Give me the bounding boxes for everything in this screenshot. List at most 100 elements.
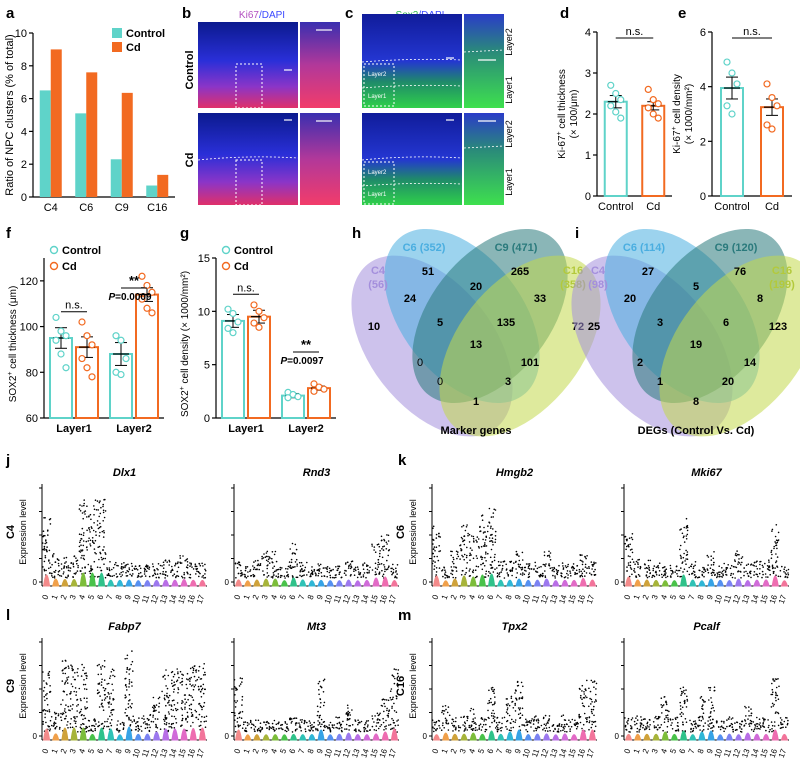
violin-point xyxy=(125,683,127,686)
violin-point xyxy=(195,716,198,719)
violin-point xyxy=(151,706,154,709)
violin-point xyxy=(689,719,691,722)
violin-point xyxy=(109,677,111,679)
violin-point xyxy=(496,730,499,733)
violin-point xyxy=(322,679,325,682)
violin-point xyxy=(162,570,164,573)
violin-point xyxy=(344,563,347,565)
violin-point xyxy=(544,570,546,572)
d-y-label-2: (× 100/μm) xyxy=(569,90,580,139)
violin-point xyxy=(311,573,314,576)
violin-point xyxy=(110,703,112,705)
violin-x-tick-label: 11 xyxy=(722,593,733,604)
violin-gene-title: Hmgb2 xyxy=(496,467,533,479)
violin-point xyxy=(464,529,467,532)
violin-point xyxy=(103,516,106,519)
violin-point xyxy=(303,721,306,723)
violin-point xyxy=(639,567,641,570)
violin-point xyxy=(645,566,648,569)
violin-point xyxy=(96,576,99,578)
violin-point xyxy=(62,669,64,671)
violin-point xyxy=(563,723,566,726)
violin-point xyxy=(472,727,475,730)
violin-point xyxy=(745,564,748,566)
violin-point xyxy=(171,727,173,729)
c-cd-layer2-label: Layer2 xyxy=(504,120,514,148)
violin-point xyxy=(654,717,656,719)
violin-point xyxy=(48,560,50,562)
violin-point xyxy=(88,529,91,531)
violin-point xyxy=(43,549,46,551)
violin-point xyxy=(265,724,267,726)
violin-point xyxy=(144,575,147,577)
violin-point xyxy=(44,556,47,559)
violin-point xyxy=(585,557,587,560)
violin-point xyxy=(106,568,109,571)
violin-point xyxy=(757,727,760,730)
violin-point xyxy=(89,539,92,542)
violin-point xyxy=(162,561,165,564)
violin-point xyxy=(464,722,467,725)
violin-point xyxy=(756,725,759,728)
violin-point xyxy=(194,563,197,565)
violin-y-title: Expression level xyxy=(408,499,418,565)
violin-point xyxy=(432,560,435,562)
violin-point xyxy=(443,727,446,729)
violin-point xyxy=(303,722,306,725)
violin-point xyxy=(315,573,317,575)
violin-point xyxy=(395,697,398,700)
violin-point xyxy=(588,705,590,708)
violin-point xyxy=(110,692,112,695)
e-x-tick-label: Control xyxy=(714,201,749,213)
violin-point xyxy=(719,728,722,731)
violin-point xyxy=(155,723,157,726)
violin-point xyxy=(518,559,521,562)
violin-point xyxy=(680,557,682,560)
violin-point xyxy=(493,688,496,691)
violin-point xyxy=(542,728,544,731)
violin-point xyxy=(477,545,480,548)
violin-point xyxy=(776,694,779,697)
violin-point xyxy=(583,691,585,693)
violin-point xyxy=(496,572,499,574)
violin-point xyxy=(698,569,700,572)
violin-point xyxy=(680,567,682,569)
violin-point xyxy=(433,546,436,548)
violin-point xyxy=(63,567,65,569)
violin-point xyxy=(173,673,176,676)
violin-point xyxy=(348,565,350,568)
violin-shape xyxy=(487,730,496,741)
violin-point xyxy=(494,530,497,533)
violin-point xyxy=(347,710,350,713)
violin-point xyxy=(253,561,255,563)
violin-point xyxy=(718,571,720,574)
violin-point xyxy=(709,715,712,718)
violin-point xyxy=(713,710,715,712)
violin-point xyxy=(192,568,195,570)
violin-point xyxy=(482,545,485,547)
violin-point xyxy=(471,549,473,551)
violin-point xyxy=(489,572,491,574)
violin-point xyxy=(669,575,672,577)
violin-point xyxy=(313,570,316,572)
violin-point xyxy=(582,723,585,726)
violin-point xyxy=(670,569,672,572)
violin-point xyxy=(662,729,664,732)
i-caption: DEGs (Control Vs. Cd) xyxy=(638,425,755,437)
violin-point xyxy=(91,568,93,571)
g-data-point xyxy=(224,324,232,332)
violin-point xyxy=(188,708,191,710)
violin-point xyxy=(516,681,519,683)
violin-point xyxy=(707,720,709,722)
violin-point xyxy=(194,565,197,568)
c-cd-inset-layer2: Layer2 xyxy=(368,170,387,176)
violin-point xyxy=(651,576,653,578)
violin-point xyxy=(397,724,399,726)
violin-x-tick-label: 13 xyxy=(548,593,560,605)
violin-point xyxy=(545,723,548,725)
violin-point xyxy=(739,725,741,728)
b-row-control-label: Control xyxy=(184,50,196,89)
g-legend-marker-cd xyxy=(221,261,231,271)
violin-point xyxy=(379,550,381,552)
violin-point xyxy=(444,577,447,579)
